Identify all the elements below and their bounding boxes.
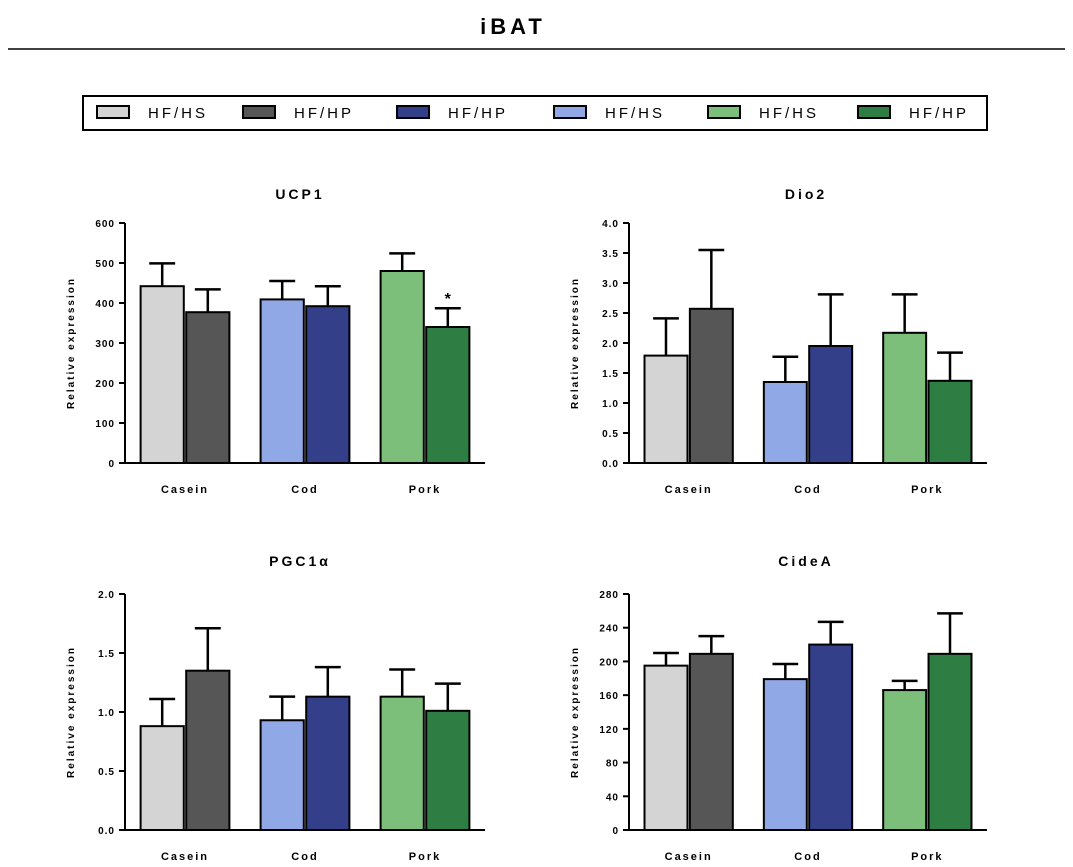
y-tick-label: 80 [606, 759, 619, 770]
y-axis-title: Relative expression [570, 646, 581, 778]
chart-title: Dio2 [785, 186, 827, 202]
y-tick-label: 200 [95, 379, 115, 390]
y-axis-title: Relative expression [66, 646, 77, 778]
y-tick-label: 3.5 [602, 249, 619, 260]
y-tick-label: 240 [599, 624, 619, 635]
chart-panel: Dio2 0.0 0.5 1.0 1.5 2.0 2.5 3.0 3.5 4.0 Relative … [570, 186, 987, 496]
bar [808, 345, 854, 464]
bar [305, 305, 351, 465]
bar [139, 725, 185, 831]
bar [185, 311, 231, 465]
y-tick-label: 1.5 [98, 649, 115, 660]
legend: HF/HS HF/HP HF/HP HF/HS HF/HS HF/HP [82, 95, 988, 131]
category-label: Cod [794, 851, 821, 863]
category-label: Cod [291, 851, 318, 863]
category-label: Cod [794, 484, 821, 496]
legend-label: HF/HP [448, 105, 508, 122]
y-tick-label: 0.5 [98, 767, 115, 778]
y-tick-label: 500 [95, 259, 115, 270]
y-tick-label: 120 [599, 725, 619, 736]
category-label: Casein [161, 851, 209, 863]
bar [688, 652, 734, 831]
legend-swatch [96, 105, 130, 119]
category-label: Casein [665, 484, 713, 496]
bar [643, 664, 689, 832]
category-label: Casein [161, 484, 209, 496]
category-label: Cod [291, 484, 318, 496]
legend-label: HF/HS [148, 105, 208, 122]
chart-panel: UCP1 0 100 200 300 400 500 600 Relative expressi… [66, 186, 485, 496]
y-tick-label: 300 [95, 339, 115, 350]
bar [688, 307, 734, 464]
chart-title: UCP1 [275, 186, 324, 202]
bar [185, 669, 231, 832]
y-tick-label: 0.0 [602, 459, 619, 470]
legend-label: HF/HP [294, 105, 354, 122]
category-label: Pork [409, 851, 441, 863]
legend-label: HF/HP [909, 105, 969, 122]
y-tick-label: 0.0 [98, 826, 115, 837]
chart-title: CideA [778, 553, 833, 569]
legend-swatch [553, 105, 587, 119]
category-label: Pork [911, 484, 943, 496]
y-tick-label: 2.5 [602, 309, 619, 320]
legend-swatch [396, 105, 430, 119]
bar [762, 381, 808, 464]
y-axis-title: Relative expression [66, 277, 77, 409]
legend-swatch [857, 105, 891, 119]
legend-frame [82, 95, 988, 131]
bar [379, 270, 425, 464]
figure-title: iBAT [480, 14, 546, 39]
bar [139, 285, 185, 465]
y-tick-label: 0 [612, 826, 619, 837]
bar [259, 298, 305, 464]
y-tick-label: 3.0 [602, 279, 619, 290]
y-tick-label: 2.0 [602, 339, 619, 350]
bar [425, 326, 471, 464]
chart-title: PGC1α [269, 553, 331, 569]
legend-swatch [707, 105, 741, 119]
y-tick-label: 1.0 [98, 708, 115, 719]
y-tick-label: 400 [95, 299, 115, 310]
y-tick-label: 600 [95, 219, 115, 230]
bar [927, 379, 973, 464]
y-tick-label: 160 [599, 691, 619, 702]
y-tick-label: 40 [606, 792, 619, 803]
bar [305, 695, 351, 831]
legend-label: HF/HS [759, 105, 819, 122]
y-tick-label: 1.5 [602, 369, 619, 380]
y-tick-label: 2.0 [98, 590, 115, 601]
y-axis-title: Relative expression [570, 277, 581, 409]
category-label: Casein [665, 851, 713, 863]
category-label: Pork [409, 484, 441, 496]
y-tick-label: 200 [599, 657, 619, 668]
bar [259, 719, 305, 832]
bar [808, 643, 854, 831]
legend-label: HF/HS [605, 105, 665, 122]
y-tick-label: 0 [108, 459, 115, 470]
chart-panel: PGC1α 0.0 0.5 1.0 1.5 2.0 Relative expression C… [66, 553, 485, 863]
y-tick-label: 0.5 [602, 429, 619, 440]
bar [643, 354, 689, 465]
bar [882, 331, 928, 464]
bar [425, 709, 471, 832]
bar [379, 695, 425, 831]
chart-panel: CideA 0 40 80 120 160 200 240 280 Relative expres… [570, 553, 987, 863]
y-tick-label: 100 [95, 419, 115, 430]
bar [927, 652, 973, 831]
legend-swatch [242, 105, 276, 119]
significance-marker: * [445, 291, 452, 308]
category-label: Pork [911, 851, 943, 863]
bar [882, 689, 928, 831]
y-tick-label: 280 [599, 590, 619, 601]
y-tick-label: 1.0 [602, 399, 619, 410]
y-tick-label: 4.0 [602, 219, 619, 230]
bar [762, 678, 808, 832]
